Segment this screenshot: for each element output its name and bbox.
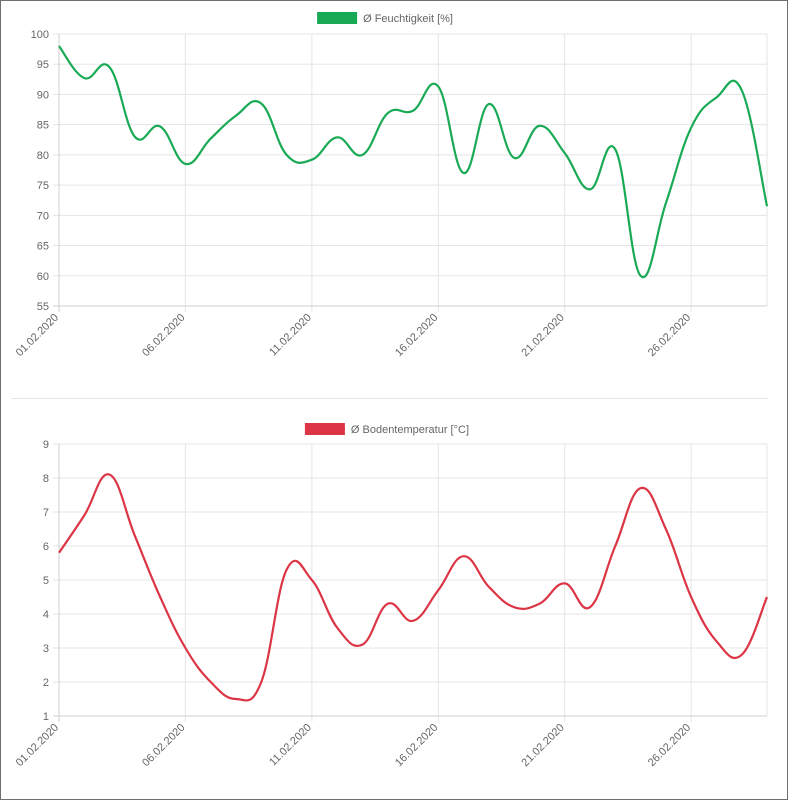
legend-label: Ø Feuchtigkeit [%] <box>363 13 453 25</box>
y-tick-label: 1 <box>43 711 49 723</box>
soil-temperature-chart-svg: Ø Bodentemperatur [°C] 9 8 7 6 5 4 3 2 101.02.202… <box>14 423 769 769</box>
y-tick-label: 85 <box>37 120 49 132</box>
x-tick-label: 26.02.2020 <box>646 312 693 359</box>
y-tick-label: 100 <box>31 29 49 41</box>
y-tick-label: 6 <box>43 541 49 553</box>
y-tick-label: 4 <box>43 609 49 621</box>
series-line <box>58 473 769 702</box>
x-tick-label: 26.02.2020 <box>646 722 693 769</box>
y-tick-label: 95 <box>37 59 49 71</box>
y-tick-label: 60 <box>37 271 49 283</box>
y-tick-label: 8 <box>43 473 49 485</box>
x-tick-label: 16.02.2020 <box>393 722 440 769</box>
x-tick-label: 21.02.2020 <box>519 312 566 359</box>
y-tick-label: 65 <box>37 241 49 253</box>
y-tick-label: 70 <box>37 210 49 222</box>
x-tick-label: 06.02.2020 <box>140 312 187 359</box>
x-tick-label: 11.02.2020 <box>267 312 314 359</box>
x-tick-label: 11.02.2020 <box>267 722 314 769</box>
series-line <box>58 45 769 279</box>
y-tick-label: 2 <box>43 677 49 689</box>
x-tick-label: 21.02.2020 <box>519 722 566 769</box>
y-tick-label: 75 <box>37 180 49 192</box>
legend-swatch <box>304 423 345 435</box>
y-tick-label: 80 <box>37 150 49 162</box>
y-tick-label: 55 <box>37 301 49 313</box>
x-tick-label: 16.02.2020 <box>393 312 440 359</box>
legend-swatch <box>317 12 358 24</box>
soil-temperature-chart: Ø Bodentemperatur [°C] 9 8 7 6 5 4 3 2 1 01.02.202… <box>2 411 788 799</box>
y-tick-label: 90 <box>37 89 49 101</box>
chart-divider <box>11 398 768 399</box>
x-tick-label: 01.02.2020 <box>14 722 61 769</box>
y-tick-label: 5 <box>43 575 49 587</box>
humidity-chart: Ø Feuchtigkeit [%] 100 95 90 85 80 75 70 65 60 55 0… <box>2 2 788 394</box>
y-tick-label: 9 <box>43 439 49 451</box>
x-tick-label: 01.02.2020 <box>14 312 61 359</box>
humidity-chart-svg: Ø Feuchtigkeit [%]1009590858075706560550… <box>14 12 769 359</box>
x-tick-label: 06.02.2020 <box>140 722 187 769</box>
y-tick-label: 3 <box>43 643 49 655</box>
legend-label: Ø Bodentemperatur [°C] <box>351 424 469 436</box>
y-tick-label: 7 <box>43 507 49 519</box>
